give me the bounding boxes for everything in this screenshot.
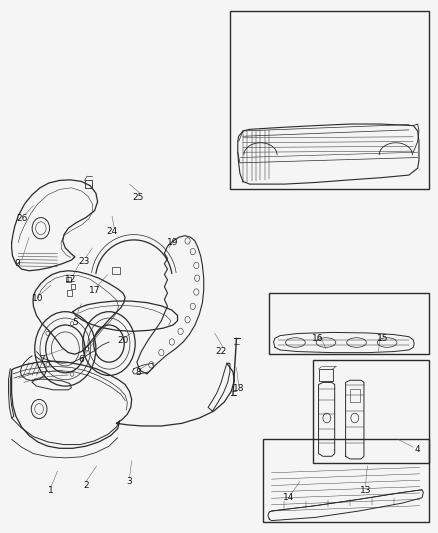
Text: 4: 4 <box>415 446 420 455</box>
Text: 14: 14 <box>283 493 294 502</box>
Text: 13: 13 <box>360 486 371 495</box>
Text: 23: 23 <box>78 257 89 265</box>
Text: 22: 22 <box>215 347 227 356</box>
Text: 9: 9 <box>14 260 20 268</box>
Text: 1: 1 <box>48 486 54 495</box>
Bar <box>318 369 332 381</box>
Text: 16: 16 <box>311 334 323 343</box>
Bar <box>112 267 120 274</box>
Text: 7: 7 <box>39 355 45 364</box>
Bar <box>67 290 72 296</box>
Text: 3: 3 <box>127 478 132 486</box>
Bar <box>263 439 428 522</box>
Bar <box>269 293 428 354</box>
Text: 17: 17 <box>89 286 100 295</box>
Bar <box>313 360 428 463</box>
Bar <box>66 277 71 282</box>
Text: 10: 10 <box>32 294 43 303</box>
Text: 20: 20 <box>117 336 129 345</box>
Text: 24: 24 <box>106 228 118 237</box>
Text: 6: 6 <box>78 355 85 364</box>
Bar <box>350 389 360 402</box>
Text: 8: 8 <box>135 368 141 377</box>
Text: 2: 2 <box>83 481 88 490</box>
Bar <box>230 11 428 189</box>
Text: 12: 12 <box>65 275 76 284</box>
Text: 5: 5 <box>72 318 78 327</box>
Bar <box>85 180 92 188</box>
Text: 19: 19 <box>167 238 179 247</box>
Text: 25: 25 <box>133 193 144 202</box>
Bar <box>71 284 75 289</box>
Text: 26: 26 <box>16 214 27 223</box>
Text: 18: 18 <box>233 384 244 393</box>
Text: 15: 15 <box>377 334 389 343</box>
